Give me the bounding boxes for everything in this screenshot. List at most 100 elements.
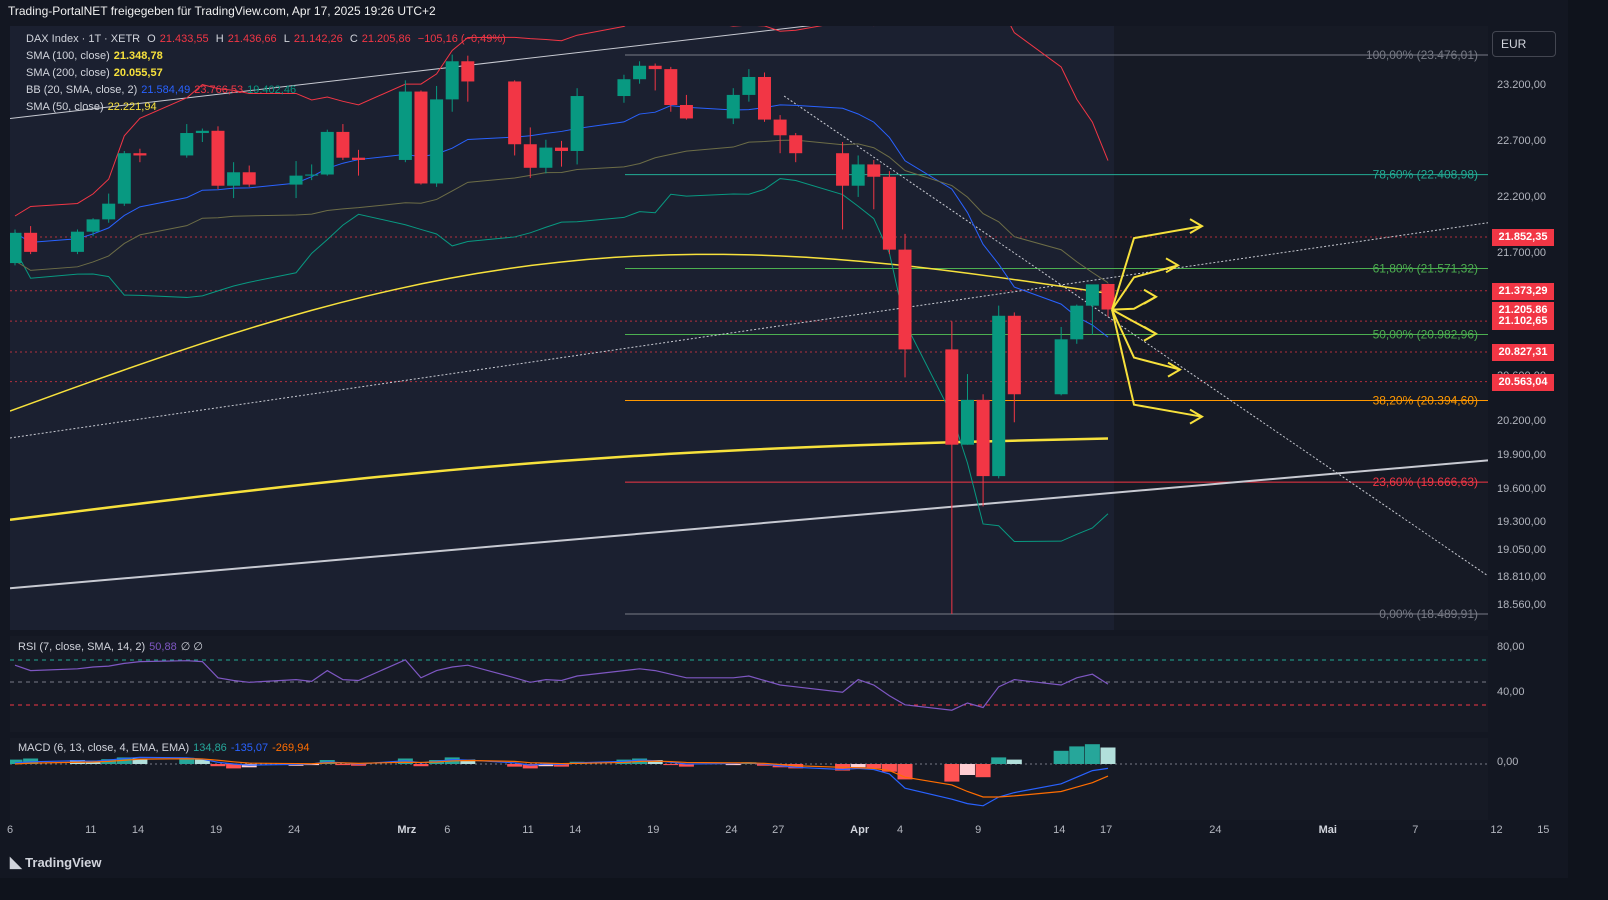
candle-body [195,130,209,134]
main-price-pane[interactable]: 100,00% (23.476,01) 78,60% (22.408,98) 61,… [8,0,1489,630]
candle-body [898,249,912,350]
macd-hist-bar [725,764,741,766]
symbol-name[interactable]: DAX Index · 1T · XETR [26,33,141,45]
price-tick: 19.300,00 [1497,516,1546,529]
low-label: L [283,33,290,45]
sma200-legend[interactable]: SMA (200, close) 20.055,57 [26,67,167,79]
bb-upper-line [14,0,1109,217]
price-tick: 19.900,00 [1497,448,1546,461]
macd-hist-bar [991,757,1007,764]
macd-hist-bar [554,764,569,767]
macd-label: MACD (6, 13, close, 4, EMA, EMA) [18,742,190,754]
fib-label: 61,80% (21.571,32) [1373,262,1478,276]
candle-body [117,153,131,204]
price-tick: 21.700,00 [1497,247,1546,260]
price-marker-label: 20.563,04 [1492,373,1554,391]
macd-hist-bar [756,764,772,766]
bb-legend[interactable]: BB (20, SMA, close, 2) 21.584,49 23.766,53… [26,84,300,96]
candle-body [555,147,568,151]
bb-lower-line [14,178,1109,542]
candle-body [1054,339,1068,395]
macd-hist-bar [460,759,476,764]
candle-body [1007,315,1021,395]
tv-brand: TradingView [25,855,102,870]
projection-arrow [1111,225,1203,310]
sma50-label: SMA (50, close) [26,101,104,113]
price-tick: 19.600,00 [1497,482,1546,495]
high-label: H [215,33,224,45]
macd-hist-bar [663,764,679,766]
price-tick: 18.810,00 [1497,571,1546,584]
candle-body [336,131,350,158]
time-tick: Mai [1318,824,1337,836]
macd-hist-value: 134,86 [193,742,227,754]
projection-arrow [1111,309,1203,418]
price-tick: 20.200,00 [1497,415,1546,428]
sma100-label: SMA (100, close) [26,50,110,62]
time-tick: 17 [1100,824,1113,836]
macd-legend[interactable]: MACD (6, 13, close, 4, EMA, EMA) 134,86 -1… [18,742,313,754]
tv-logo-icon: ◣ [10,854,22,871]
candle-body [789,135,803,154]
candle-body [836,153,850,186]
arrow-head [1167,361,1182,378]
long-trendline [9,459,1489,590]
time-tick: 14 [1053,824,1066,836]
price-tick: 22.200,00 [1497,191,1546,204]
candle-body [742,76,756,95]
symbol-legend[interactable]: DAX Index · 1T · XETR O 21.433,55 H 21.436… [26,33,510,45]
fib-label: 38,20% (20.394,60) [1373,393,1478,407]
candle-body [211,130,225,186]
rsi-tick: 40,00 [1497,686,1525,698]
macd-hist-bar [226,764,242,769]
sma100-legend[interactable]: SMA (100, close) 21.348,78 [26,50,167,62]
fib-label: 0,00% (18.489,91) [1379,607,1478,621]
sma50-value: 22.221,94 [107,101,157,113]
bb-label: BB (20, SMA, close, 2) [26,84,138,96]
time-tick: 24 [1209,824,1222,836]
rsi-label: RSI (7, close, SMA, 14, 2) [18,641,146,653]
projection-arrow [1111,309,1181,371]
candle-body [180,133,194,156]
macd-line-value: -135,07 [230,742,269,754]
time-tick: 27 [772,824,785,836]
rsi-chart-svg[interactable] [10,636,1488,732]
candle-body [445,61,459,100]
price-marker-label: 20.827,31 [1492,343,1554,361]
candle-body [757,76,771,120]
sma50-legend[interactable]: SMA (50, close) 22.221,94 [26,101,161,113]
rsi-legend[interactable]: RSI (7, close, SMA, 14, 2) 50,88 ∅ ∅ [18,640,207,653]
fib-label: 50,00% (20.982,96) [1373,328,1478,342]
currency-selector[interactable]: EUR [1492,31,1556,57]
candle-body [648,65,662,70]
time-tick: Mrz [397,824,417,836]
candle-body [726,94,740,119]
macd-chart-svg[interactable] [7,738,1488,820]
macd-hist-bar [975,764,991,778]
sma200-value: 20.055,57 [113,67,163,79]
macd-pane[interactable]: MACD (6, 13, close, 4, EMA, EMA) 134,86 -1… [7,738,1488,820]
candle-body [133,153,147,156]
arrow-head [1189,408,1204,425]
price-chart-svg[interactable]: 100,00% (23.476,01) 78,60% (22.408,98) 61,… [8,0,1489,630]
close-label: C [349,33,358,45]
candle-body [242,172,256,185]
rsi-pane[interactable]: RSI (7, close, SMA, 14, 2) 50,88 ∅ ∅ [10,636,1488,732]
candle-body [851,164,865,186]
down-trendline [783,95,1489,577]
candle-body [617,79,631,97]
rsi-value: 50,88 [149,641,177,653]
candle-body [960,399,974,445]
candle-body [320,131,334,175]
candle-body [867,164,881,177]
macd-hist-bar [507,764,523,767]
macd-hist-bar [413,764,429,767]
time-tick: 24 [725,824,738,836]
tradingview-logo[interactable]: ◣ TradingView [10,853,102,871]
candle-body [1101,283,1115,310]
rsi-extra: ∅ ∅ [180,641,203,653]
macd-hist-bar [538,764,554,767]
macd-hist-bar [678,764,694,767]
candle-body [8,232,22,264]
candle-body [1085,284,1099,306]
